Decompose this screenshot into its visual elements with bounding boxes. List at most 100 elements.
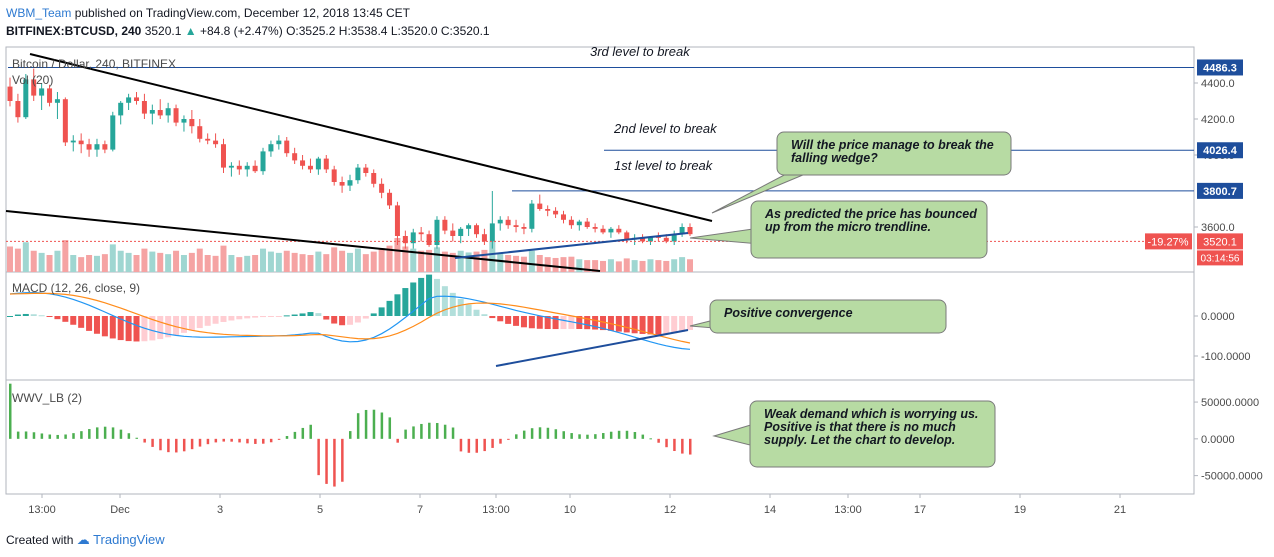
candle-body xyxy=(54,99,60,103)
candle-body xyxy=(189,119,195,127)
wwv-bar xyxy=(341,438,344,482)
y-tick-label: 50000.0000 xyxy=(1201,397,1259,409)
macd-histogram-bar xyxy=(481,314,488,316)
wwv-bar xyxy=(206,438,210,445)
wwv-bar xyxy=(507,438,510,440)
macd-histogram-bar xyxy=(441,286,448,316)
macd-histogram-bar xyxy=(560,316,567,330)
wwv-bar xyxy=(657,438,660,443)
published-text: published on TradingView.com, December 1… xyxy=(74,6,411,20)
volume-bar xyxy=(671,259,678,272)
volume-bar xyxy=(607,259,614,272)
candle-body xyxy=(394,205,400,236)
convergence-trendline xyxy=(495,329,689,367)
wwv-bar xyxy=(135,437,139,439)
y-tick-label: 3600.0 xyxy=(1201,222,1235,234)
volume-bar xyxy=(647,259,654,272)
volume-bar xyxy=(267,251,274,272)
wwv-bar xyxy=(570,433,573,439)
volume-bar xyxy=(370,251,377,272)
candle-body xyxy=(576,221,582,226)
wwv-bar xyxy=(309,424,312,439)
callout-box xyxy=(709,299,947,334)
callout-box xyxy=(776,131,1012,176)
macd-histogram-bar xyxy=(584,316,591,330)
candle-body xyxy=(537,203,543,209)
wwv-bar xyxy=(175,438,178,453)
volume-bar xyxy=(260,248,267,272)
macd-histogram-bar xyxy=(188,316,195,331)
wwv-bar xyxy=(182,438,186,452)
macd-histogram-bar xyxy=(78,316,85,328)
volume-bar xyxy=(93,255,100,272)
candle-body xyxy=(497,219,503,224)
volume-bar xyxy=(173,250,180,272)
macd-histogram-bar xyxy=(165,316,172,338)
wwv-bar xyxy=(554,429,558,439)
wwv-bar xyxy=(491,438,494,448)
symbol-label: BITFINEX:BTCUSD, 240 xyxy=(6,24,142,38)
x-tick-label: 7 xyxy=(417,504,423,516)
x-tick-label: 21 xyxy=(1114,504,1126,516)
wwv-bar xyxy=(190,438,194,450)
macd-histogram-bar xyxy=(70,316,77,325)
candle-body xyxy=(260,151,266,172)
wwv-bar xyxy=(72,433,75,439)
wwv-bar xyxy=(159,438,162,451)
callout-wedge: Will the price manage to break thefallin… xyxy=(711,131,1012,214)
wwv-bar xyxy=(396,438,399,443)
wedge-lower-line xyxy=(5,210,601,272)
publisher-name[interactable]: WBM_Team xyxy=(6,6,72,20)
macd-histogram-bar xyxy=(418,277,425,316)
macd-histogram-bar xyxy=(149,316,156,341)
wwv-bar xyxy=(198,438,202,447)
footer: Created with ☁ TradingView xyxy=(6,532,165,548)
wwv-bar xyxy=(673,438,676,452)
macd-histogram-bar xyxy=(125,316,132,342)
candle-body xyxy=(7,86,13,101)
candle-body xyxy=(15,101,21,118)
volume-bar xyxy=(78,257,85,272)
callout-box xyxy=(750,200,988,259)
volume-bar xyxy=(457,250,464,272)
volume-bar xyxy=(331,247,338,272)
candle-body xyxy=(331,169,337,182)
macd-line xyxy=(9,291,691,350)
volume-bar xyxy=(291,252,298,272)
tradingview-brand[interactable]: TradingView xyxy=(93,532,165,547)
volume-bar xyxy=(244,255,251,272)
candle-body xyxy=(584,221,590,227)
wwv-bar xyxy=(333,438,336,487)
volume-bar xyxy=(275,252,282,272)
macd-histogram-bar xyxy=(299,313,306,316)
x-tick-label: 13:00 xyxy=(28,504,56,516)
wwv-bar xyxy=(562,431,565,439)
level-price-text: 3800.7 xyxy=(1203,186,1237,198)
candle-body xyxy=(292,153,298,161)
x-tick-label: 5 xyxy=(317,504,323,516)
candle-body xyxy=(102,144,108,150)
wwv-bar xyxy=(238,438,241,443)
macd-histogram-bar xyxy=(212,316,219,324)
candle-body xyxy=(228,165,234,168)
volume-bar xyxy=(639,260,646,272)
candle-body xyxy=(640,237,646,242)
candle-body xyxy=(141,101,147,114)
macd-histogram-bar xyxy=(315,313,322,316)
volume-bar xyxy=(378,248,385,272)
volume-bar xyxy=(212,255,219,272)
pct-tag xyxy=(1145,233,1192,250)
macd-histogram-bar xyxy=(536,316,543,329)
volume-bar xyxy=(631,260,638,272)
candle-body xyxy=(62,99,68,143)
candle-body xyxy=(466,225,472,229)
candle-body xyxy=(608,228,614,233)
callout-pointer xyxy=(712,423,755,447)
macd-histogram-bar xyxy=(46,316,53,317)
candle-body xyxy=(600,228,606,233)
tradingview-logo-icon[interactable]: ☁ xyxy=(76,532,90,547)
volume-bar xyxy=(600,260,607,272)
macd-histogram-bar xyxy=(465,304,472,316)
wwv-bar xyxy=(530,428,534,439)
